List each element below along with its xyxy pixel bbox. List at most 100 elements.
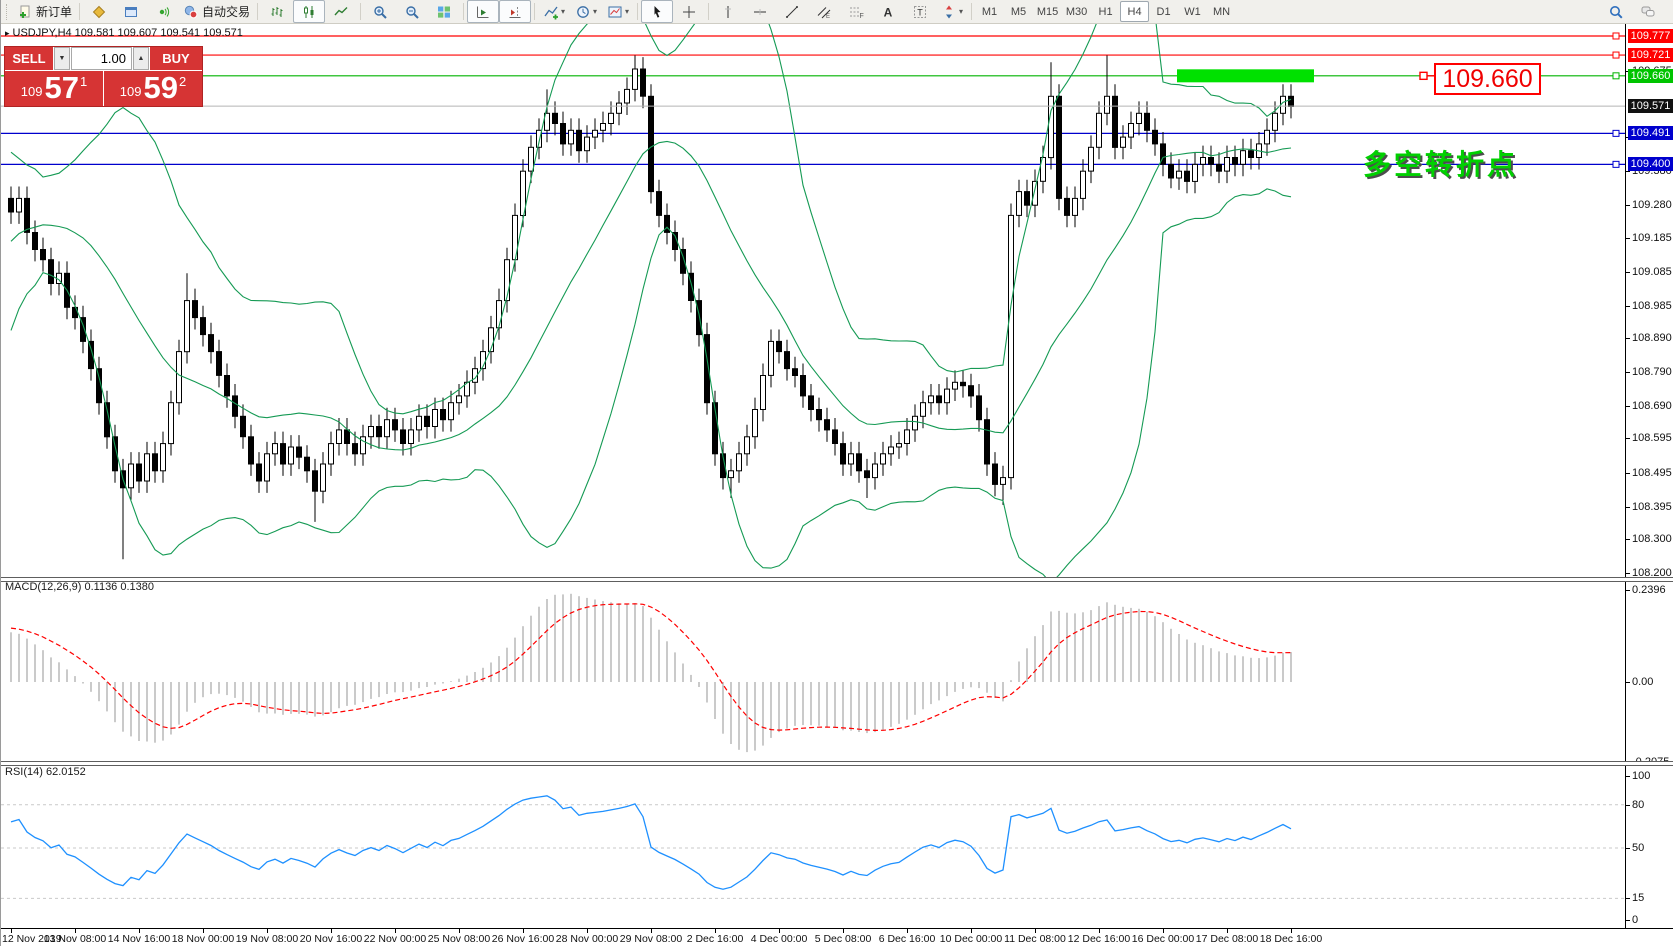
symbol-ohlc-text: USDJPY,H4 109.581 109.607 109.541 109.57… [12,27,243,39]
timeframe-h1-button[interactable]: H1 [1098,5,1113,18]
pane-separator[interactable] [1,577,1673,582]
price-tick: 108.985 [1632,300,1672,312]
chat-button[interactable] [1632,0,1664,23]
autotrade-icon [184,5,198,18]
price-axis[interactable]: 109.675109.480109.380109.280109.185109.0… [1625,24,1673,928]
indicators-button[interactable]: ▾ [538,0,570,23]
autoscroll-icon [477,6,489,18]
timeframe-w1-button[interactable]: W1 [1184,5,1201,18]
timeframe-m5-button[interactable]: M5 [1010,5,1027,18]
highlight-rectangle[interactable] [1177,69,1314,83]
rsi-line [10,795,1292,890]
volume-up-button[interactable]: ▲ [133,47,149,70]
callout-anchor[interactable] [1419,71,1428,81]
timeframe-mn-button[interactable]: MN [1212,5,1231,18]
toolbar: 新订单 自动交易 ▾ ▾ ▾ E F A T ▾ M1 M5 M15 M30 H1 H4 D1 W1 MN [1,0,1673,24]
time-tick: 19 Nov 08:00 [235,933,299,945]
toolbar-separator [637,3,639,20]
candle-chart-button[interactable] [293,0,326,23]
trendline-button[interactable] [776,0,808,23]
zoom-out-button[interactable] [396,0,428,23]
timeframe-h4-button[interactable]: H4 [1120,1,1150,22]
auto-scroll-button[interactable] [467,0,500,23]
line-chart-button[interactable] [325,0,357,23]
hline-handle[interactable] [1612,129,1620,137]
buy-price-sup: 2 [178,74,187,89]
bars-icon [271,6,283,17]
tline-icon [786,5,799,18]
vline-button[interactable] [712,0,744,23]
new-order-button[interactable]: 新订单 [13,0,76,23]
candlesticks [8,55,1294,560]
chart-shift-button[interactable] [499,0,532,23]
autotrading-button[interactable]: 自动交易 [179,0,254,23]
time-tick: 10 Dec 00:00 [939,933,1003,945]
time-tick: 12 Nov 2019 [2,933,62,945]
time-tick: 14 Nov 16:00 [107,933,171,945]
signal-icon [159,6,170,17]
rsi-tick: 50 [1632,842,1645,854]
crosshair-icon [683,5,696,18]
sell-price-button[interactable]: 109 57 1 [5,71,103,106]
annotation-text[interactable]: 多空转折点 [1363,149,1519,180]
pane-separator[interactable] [1,761,1673,766]
bar-chart-button[interactable] [261,0,293,23]
cursor-button[interactable] [641,0,674,23]
search-button[interactable] [1600,0,1632,23]
macd-pane[interactable] [1,580,1625,761]
candles-icon [304,5,314,18]
navigator-button[interactable] [147,0,179,23]
sell-button[interactable]: SELL [5,47,53,70]
indicator-icon [544,6,559,19]
price-callout-label[interactable]: 109.660 [1434,63,1541,95]
crosshair-button[interactable] [673,0,705,23]
sell-price-big: 57 [44,70,79,105]
data-window-button[interactable] [115,0,147,23]
main-chart-canvas[interactable] [1,24,1625,577]
fibonacci-button[interactable]: F [840,0,872,23]
tile-windows-button[interactable] [428,0,460,23]
label-button[interactable]: T [904,0,936,23]
time-tick: 18 Dec 16:00 [1259,933,1323,945]
hline-handle[interactable] [1612,72,1620,80]
text-button[interactable]: A [872,0,904,23]
time-tick: 22 Nov 00:00 [363,933,427,945]
current-price-badge: 109.571 [1628,99,1673,113]
svg-text:T: T [917,7,923,17]
search-icon [1610,5,1623,19]
channel-icon: E [817,6,831,20]
market-watch-button[interactable] [83,0,115,23]
hline-button[interactable] [744,0,776,23]
hline-handle[interactable] [1612,32,1620,40]
timeframe-m1-button[interactable]: M1 [981,5,998,18]
timeframe-m30-button[interactable]: M30 [1065,5,1088,18]
hline-handle[interactable] [1612,160,1620,168]
time-tick: 4 Dec 00:00 [750,933,808,945]
zoom-in-button[interactable] [364,0,396,23]
toolbar-separator [708,3,710,20]
volume-input[interactable]: 1.00 [71,47,132,70]
price-badge: 109.400 [1628,157,1673,171]
volume-down-button[interactable]: ▼ [54,47,70,70]
hline-handle[interactable] [1612,51,1620,59]
arrows-button[interactable]: ▾ [936,0,968,23]
macd-label: MACD(12,26,9) 0.1136 0.1380 [5,581,154,593]
buy-price-button[interactable]: 109 59 2 [104,71,202,106]
toolbar-separator [463,3,465,20]
time-tick: 20 Nov 16:00 [299,933,363,945]
time-axis[interactable]: 12 Nov 2019 13 Nov 08:00 14 Nov 16:00 18 No… [1,928,1673,946]
buy-price-prefix: 109 [119,84,142,99]
periods-button[interactable]: ▾ [570,0,602,23]
templates-button[interactable]: ▾ [602,0,634,23]
one-click-trade-panel: SELL ▼ 1.00 ▲ BUY 109 57 1 109 59 2 [4,46,203,107]
buy-button[interactable]: BUY [150,47,202,70]
timeframe-m15-button[interactable]: M15 [1036,5,1059,18]
toolbar-separator [971,3,973,20]
symbol-marker-icon: ▸ [5,28,10,38]
channel-button[interactable]: E [808,0,840,23]
timeframe-d1-button[interactable]: D1 [1156,5,1171,18]
hline-icon [754,8,767,15]
doc-plus-icon [20,5,30,18]
rsi-pane[interactable] [1,764,1625,928]
sell-price-prefix: 109 [20,84,43,99]
